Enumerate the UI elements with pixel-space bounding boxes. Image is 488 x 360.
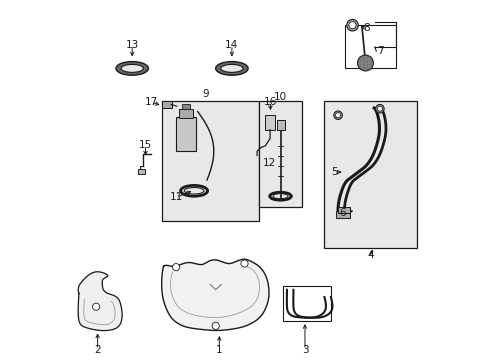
Text: 14: 14	[225, 40, 238, 50]
Circle shape	[172, 264, 179, 271]
Circle shape	[357, 55, 373, 71]
Bar	[138, 169, 144, 174]
Bar	[162, 101, 258, 221]
Bar	[182, 104, 190, 109]
Text: 16: 16	[263, 96, 277, 107]
Bar	[323, 101, 416, 248]
Text: 11: 11	[169, 192, 183, 202]
Polygon shape	[162, 259, 268, 330]
Text: 13: 13	[125, 40, 139, 50]
Text: 12: 12	[262, 158, 275, 168]
Bar	[337, 207, 349, 213]
Text: 17: 17	[145, 97, 158, 107]
Text: 1: 1	[216, 345, 222, 355]
Ellipse shape	[220, 64, 243, 72]
Bar	[276, 120, 284, 130]
Text: 4: 4	[367, 250, 374, 260]
Text: 10: 10	[273, 92, 286, 102]
Bar	[265, 115, 274, 130]
Circle shape	[92, 303, 100, 310]
Ellipse shape	[215, 62, 247, 75]
Text: 8: 8	[363, 23, 369, 33]
Circle shape	[346, 19, 358, 31]
Bar	[258, 101, 302, 207]
Circle shape	[241, 260, 247, 267]
Circle shape	[335, 113, 340, 118]
Text: 15: 15	[139, 140, 152, 150]
Text: 3: 3	[301, 345, 307, 355]
Bar	[162, 101, 171, 108]
Bar	[176, 117, 196, 151]
Bar	[179, 109, 193, 118]
Text: 5: 5	[330, 167, 337, 177]
Circle shape	[375, 104, 384, 113]
Circle shape	[377, 106, 382, 111]
Ellipse shape	[116, 62, 148, 75]
Circle shape	[212, 322, 219, 329]
Text: 9: 9	[202, 89, 209, 99]
Bar	[335, 211, 349, 218]
Ellipse shape	[121, 64, 143, 72]
Text: 6: 6	[338, 208, 345, 218]
Bar	[345, 25, 395, 68]
Circle shape	[348, 22, 355, 29]
Polygon shape	[78, 272, 122, 330]
Text: 2: 2	[94, 345, 101, 355]
Circle shape	[333, 111, 342, 120]
Bar	[283, 286, 330, 321]
Text: 7: 7	[377, 46, 383, 56]
